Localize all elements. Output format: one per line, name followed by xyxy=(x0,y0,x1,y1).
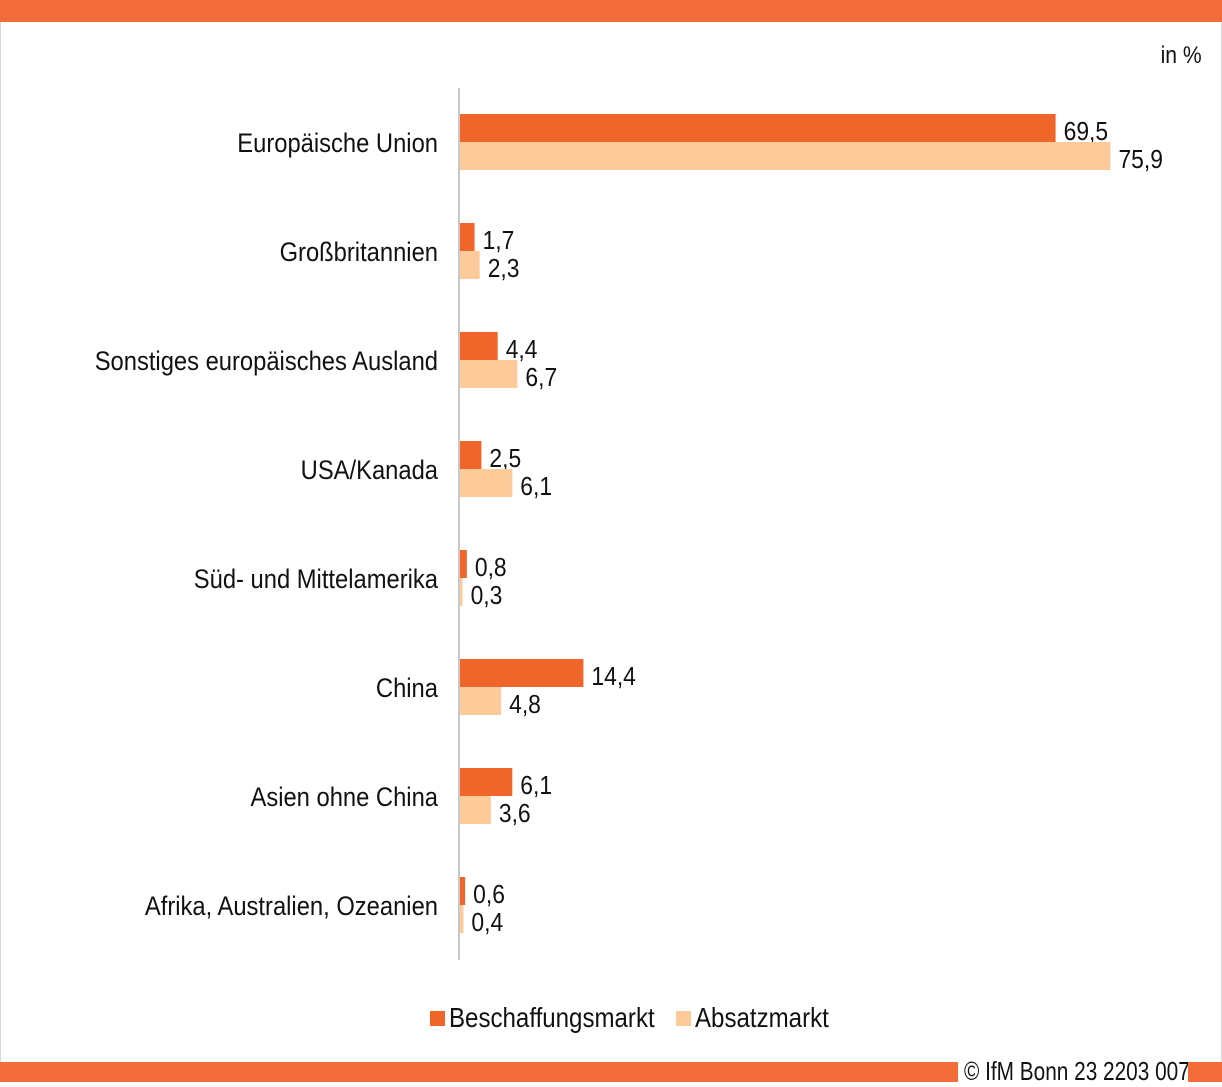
data-label: 0,8 xyxy=(475,554,507,583)
category-label: Sonstiges europäisches Ausland xyxy=(95,347,438,377)
footer-accent-bar-right xyxy=(1188,1062,1222,1082)
category-label: Großbritannien xyxy=(280,238,438,268)
copyright-text: © IfM Bonn 23 2203 007 xyxy=(964,1056,1190,1086)
bar xyxy=(460,223,475,251)
legend-swatch-beschaffungsmarkt xyxy=(429,1010,445,1026)
data-label: 6,7 xyxy=(525,364,557,393)
category-label: Asien ohne China xyxy=(250,783,438,813)
data-label: 3,6 xyxy=(499,800,531,829)
data-label: 1,7 xyxy=(483,227,515,256)
bar xyxy=(460,360,518,388)
bar xyxy=(460,550,467,578)
legend-item-beschaffungsmarkt: Beschaffungsmarkt xyxy=(429,1002,660,1034)
top-accent-bar xyxy=(0,0,1222,22)
category-label: USA/Kanada xyxy=(301,456,439,486)
category-label: Europäische Union xyxy=(237,129,438,159)
bar xyxy=(460,659,584,687)
data-label: 6,1 xyxy=(520,772,552,801)
bar xyxy=(460,768,513,796)
legend: Beschaffungsmarkt Absatzmarkt xyxy=(0,1000,1222,1036)
bar-chart: Europäische Union 69,5 75,9 Großbritannien 1… xyxy=(95,88,1163,960)
category-label: China xyxy=(376,674,439,704)
data-label: 2,5 xyxy=(489,445,521,474)
bar xyxy=(460,114,1056,142)
bar xyxy=(460,905,464,933)
unit-label: in % xyxy=(1160,42,1202,69)
data-label: 6,1 xyxy=(520,473,552,502)
data-label: 0,4 xyxy=(471,909,503,938)
bar xyxy=(460,687,502,715)
footer-accent-bar-left xyxy=(0,1062,958,1082)
legend-label-beschaffungsmarkt: Beschaffungsmarkt xyxy=(448,1002,655,1033)
bar xyxy=(460,578,463,606)
footer: © IfM Bonn 23 2203 007 xyxy=(0,1056,1222,1086)
category-label: Afrika, Australien, Ozeanien xyxy=(145,892,438,922)
data-label: 4,8 xyxy=(509,691,541,720)
frame-left-border xyxy=(0,22,1,1062)
bar xyxy=(460,796,491,824)
bar xyxy=(460,142,1111,170)
data-label: 4,4 xyxy=(506,336,538,365)
data-label: 14,4 xyxy=(591,663,635,692)
data-label: 0,6 xyxy=(473,881,505,910)
bar xyxy=(460,332,498,360)
bar xyxy=(460,251,480,279)
data-label: 0,3 xyxy=(471,582,503,611)
category-label: Süd- und Mittelamerika xyxy=(194,565,439,595)
data-label: 69,5 xyxy=(1064,118,1108,147)
legend-item-absatzmarkt: Absatzmarkt xyxy=(675,1002,829,1034)
legend-swatch-absatzmarkt xyxy=(675,1010,691,1026)
bar xyxy=(460,441,482,469)
bar xyxy=(460,877,466,905)
data-label: 2,3 xyxy=(488,255,520,284)
legend-label-absatzmarkt: Absatzmarkt xyxy=(694,1002,829,1033)
data-label: 75,9 xyxy=(1118,146,1162,175)
bar xyxy=(460,469,513,497)
